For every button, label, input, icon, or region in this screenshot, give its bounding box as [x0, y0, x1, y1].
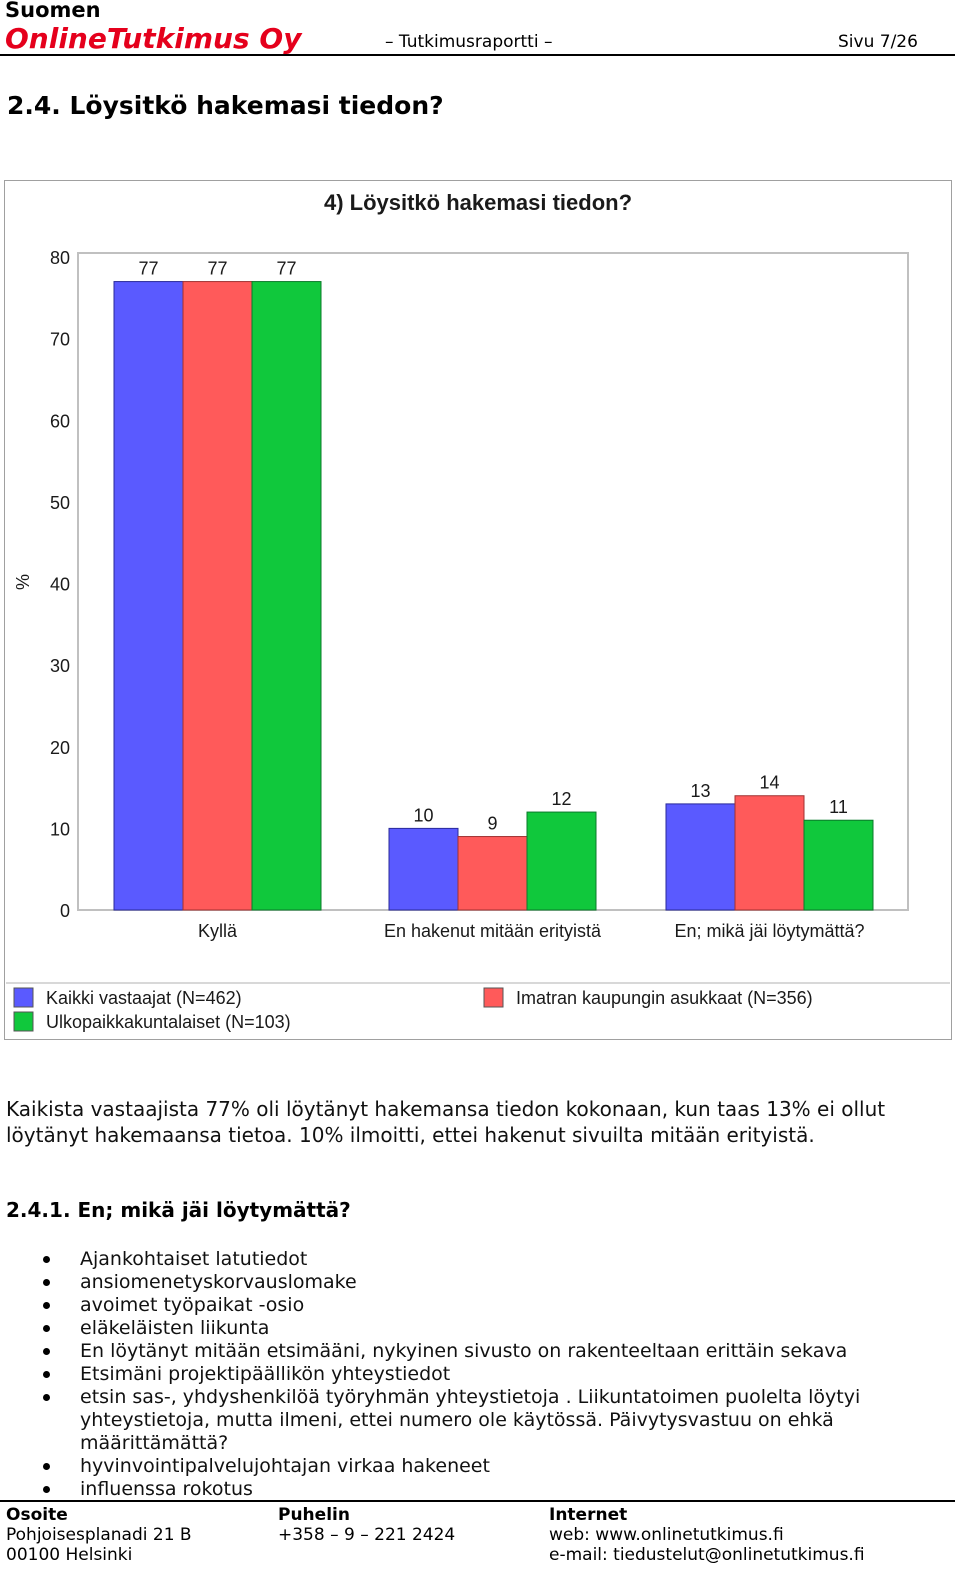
- list-item: influenssa rokotus: [0, 1478, 955, 1501]
- y-tick-label: 40: [50, 575, 70, 595]
- x-tick-label: Kyllä: [198, 921, 238, 941]
- legend-label: Imatran kaupungin asukkaat (N=356): [516, 988, 813, 1008]
- footer-internet-title: Internet: [549, 1505, 628, 1525]
- header-divider: [0, 54, 955, 56]
- chart-title: 4) Löysitkö hakemasi tiedon?: [324, 190, 632, 215]
- bar-value-label: 9: [487, 814, 497, 834]
- bar-value-label: 12: [551, 789, 571, 809]
- bar: [457, 836, 528, 911]
- list-item: ansiomenetyskorvauslomake: [0, 1271, 955, 1294]
- footer-address-city: 00100 Helsinki: [6, 1545, 133, 1565]
- list-item: etsin sas-, yhdyshenkilöä työryhmän yhte…: [0, 1386, 955, 1455]
- bar-value-label: 11: [829, 797, 848, 817]
- footer-divider: [0, 1500, 955, 1502]
- list-item: avoimet työpaikat -osio: [0, 1294, 955, 1317]
- list-item: eläkeläisten liikunta: [0, 1317, 955, 1340]
- company-logo-text: OnlineTutkimus Oy: [5, 22, 302, 55]
- y-tick-label: 80: [50, 248, 70, 268]
- subsection-title: 2.4.1. En; mikä jäi löytymättä?: [6, 1198, 351, 1222]
- footer-phone-title: Puhelin: [278, 1505, 350, 1525]
- legend-swatch: [483, 987, 504, 1008]
- footer-address-title: Osoite: [6, 1505, 68, 1525]
- footer-phone: Puhelin +358 – 9 – 221 2424: [278, 1505, 455, 1545]
- bar: [665, 803, 736, 911]
- list-item: Etsimäni projektipäällikön yhteystiedot: [0, 1363, 955, 1386]
- list-item: Ajankohtaiset latutiedot: [0, 1248, 955, 1271]
- section-title: 2.4. Löysitkö hakemasi tiedon?: [7, 91, 444, 120]
- document-type: – Tutkimusraportti –: [385, 32, 553, 52]
- x-tick-label: En hakenut mitään erityistä: [384, 921, 602, 941]
- results-paragraph: Kaikista vastaajista 77% oli löytänyt ha…: [6, 1097, 886, 1147]
- y-tick-label: 30: [50, 656, 70, 676]
- bar: [734, 795, 805, 911]
- legend-swatch: [13, 987, 34, 1008]
- bar: [526, 811, 597, 911]
- bar: [803, 819, 874, 911]
- page-number: Sivu 7/26: [838, 32, 918, 52]
- answers-list: Ajankohtaiset latutiedot ansiomenetyskor…: [0, 1248, 955, 1501]
- x-tick-label: En; mikä jäi löytymättä?: [674, 921, 864, 941]
- bar-value-label: 13: [690, 781, 710, 801]
- list-item: En löytänyt mitään etsimääni, nykyinen s…: [0, 1340, 955, 1363]
- y-tick-label: 10: [50, 819, 70, 839]
- company-name-top: Suomen: [5, 0, 101, 22]
- bar: [251, 281, 322, 911]
- legend-swatch: [13, 1011, 34, 1032]
- y-tick-label: 60: [50, 411, 70, 431]
- legend-label: Ulkopaikkakuntalaiset (N=103): [46, 1012, 291, 1032]
- y-tick-label: 70: [50, 330, 70, 350]
- footer-web-link[interactable]: web: www.onlinetutkimus.fi: [549, 1525, 784, 1545]
- y-tick-label: 20: [50, 738, 70, 758]
- bar-value-label: 77: [207, 259, 227, 279]
- bar: [182, 281, 253, 911]
- bar-value-label: 14: [759, 773, 779, 793]
- bar: [388, 827, 459, 911]
- list-item: hyvinvointipalvelujohtajan virkaa hakene…: [0, 1455, 955, 1478]
- bar: [113, 281, 184, 911]
- bar-value-label: 77: [276, 259, 296, 279]
- bar-value-label: 77: [138, 259, 158, 279]
- y-tick-label: 0: [60, 901, 70, 921]
- y-axis-label: %: [13, 574, 33, 590]
- footer-phone-number: +358 – 9 – 221 2424: [278, 1525, 456, 1545]
- y-tick-label: 50: [50, 493, 70, 513]
- footer-address: Osoite Pohjoisesplanadi 21 B 00100 Helsi…: [6, 1505, 192, 1565]
- footer-internet: Internet web: www.onlinetutkimus.fi e-ma…: [549, 1505, 865, 1565]
- bar-chart: 4) Löysitkö hakemasi tiedon? % 0 10 20 30 40…: [4, 180, 952, 1040]
- legend-label: Kaikki vastaajat (N=462): [46, 988, 242, 1008]
- bar-value-label: 10: [413, 805, 433, 825]
- footer-address-street: Pohjoisesplanadi 21 B: [6, 1525, 192, 1545]
- footer-email-link[interactable]: e-mail: tiedustelut@onlinetutkimus.fi: [549, 1545, 865, 1565]
